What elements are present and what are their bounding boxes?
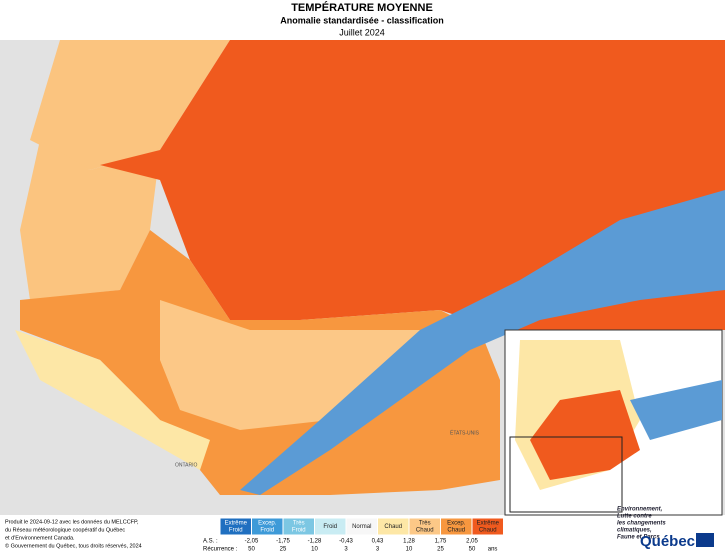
threshold: -2,05 (245, 539, 259, 545)
zone-chaud (15, 330, 210, 470)
legend-label: Froid (292, 528, 306, 534)
threshold: 1,75 (435, 539, 447, 545)
recurrence: 25 (437, 547, 444, 552)
zone-tres-chaud (30, 40, 230, 170)
threshold: 1,28 (403, 539, 415, 545)
legend-label: Extrême (477, 521, 500, 527)
logo-line: climatiques, (617, 528, 652, 534)
threshold: 2,05 (466, 539, 478, 545)
legend-label: Extrême (225, 521, 248, 527)
recurrence: 10 (406, 547, 413, 552)
threshold: 0,43 (372, 539, 384, 545)
logo-line: Environnement, (617, 507, 663, 513)
recurrence: 50 (248, 547, 255, 552)
legend-label: Chaud (447, 528, 465, 534)
logo-line: les changements (617, 521, 666, 527)
recurrence-unit: ans (488, 547, 498, 552)
inset-frame (509, 436, 623, 513)
legend-label: Froid (229, 528, 243, 534)
legend-label: Excep. (447, 521, 466, 527)
recurrence: 3 (344, 547, 348, 552)
credit-line: et d'Environnement Canada. (5, 535, 75, 541)
logo-flag (696, 533, 714, 547)
zone-tres-chaud (20, 140, 160, 300)
gulf (240, 190, 725, 495)
credit-line: Produit le 2024-09-12 avec les données d… (5, 519, 139, 525)
map-label: ONTARIO (175, 462, 198, 468)
map: ONTARIO ÉTATS-UNIS (0, 40, 725, 516)
date: Juillet 2024 (339, 27, 385, 37)
subtitle: Anomalie standardisée - classification (280, 15, 444, 25)
recurrence: 25 (280, 547, 287, 552)
legend-label: Chaud (479, 528, 497, 534)
threshold: -1,75 (276, 539, 290, 545)
credit-line: © Gouvernement du Québec, tous droits ré… (5, 542, 142, 549)
legend-label: Chaud (416, 528, 434, 534)
recurrence-label: Récurrence : (203, 547, 238, 552)
recurrence: 10 (311, 547, 318, 552)
recurrence: 3 (376, 547, 380, 552)
legend-label: Froid (260, 528, 274, 534)
legend-label: Très (419, 521, 431, 527)
title: TEMPÉRATURE MOYENNE (291, 1, 433, 14)
credit-line: du Réseau météorologique coopératif du Q… (5, 527, 125, 533)
threshold: -1,28 (308, 539, 322, 545)
legend-swatch (471, 517, 504, 536)
logo-line: Lutte contre (617, 514, 652, 520)
credits: Produit le 2024-09-12 avec les données d… (5, 519, 142, 549)
threshold: -0,43 (339, 539, 353, 545)
as-label: A.S. : (203, 539, 218, 545)
legend-label: Chaud (384, 524, 402, 530)
logo-line: Faune et Parcs (617, 535, 660, 541)
legend-label: Froid (323, 524, 337, 530)
inset-water (630, 380, 722, 440)
legend-label: Excep. (258, 521, 277, 527)
logo-name: Québec (640, 533, 695, 550)
recurrence: 50 (469, 547, 476, 552)
map-label: ÉTATS-UNIS (450, 429, 480, 436)
legend-label: Très (293, 521, 305, 527)
inset-zone (530, 390, 640, 480)
legend-label: Normal (352, 524, 371, 530)
